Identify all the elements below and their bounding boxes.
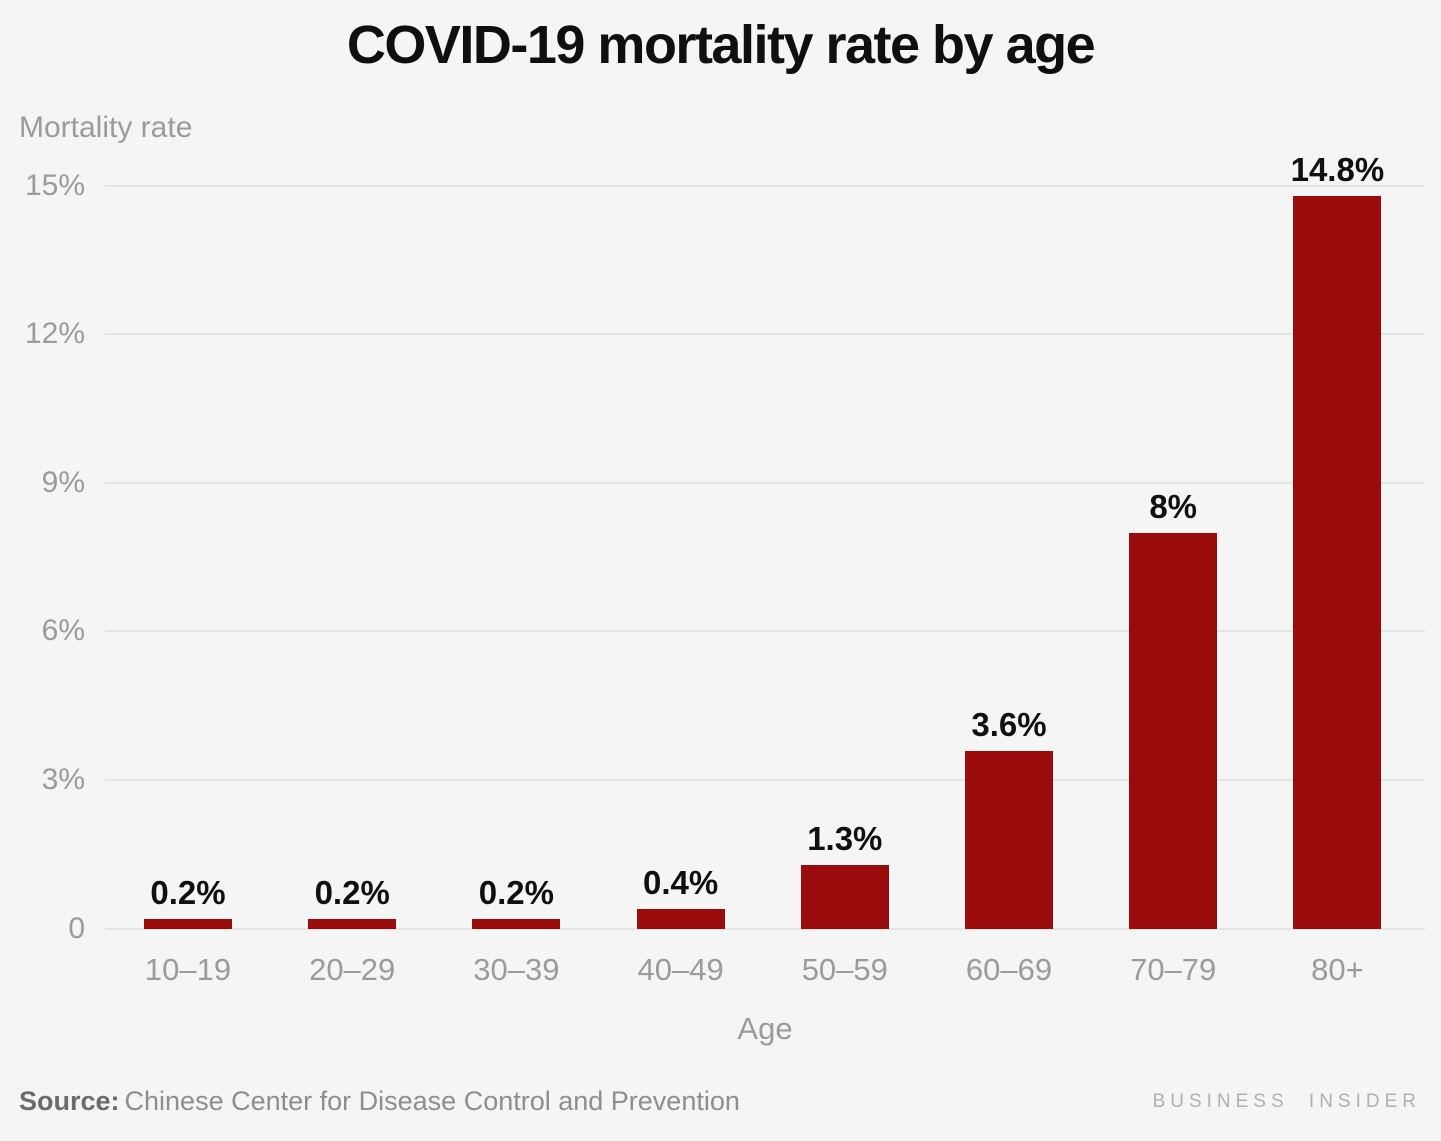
bar-value-label: 14.8% xyxy=(1290,150,1385,188)
gridline xyxy=(105,630,1425,633)
x-tick-label: 50–59 xyxy=(801,952,888,987)
y-tick-label: 0 xyxy=(68,911,85,945)
source-note: Source: Chinese Center for Disease Contro… xyxy=(19,1084,740,1118)
y-tick-label: 6% xyxy=(41,614,85,648)
x-tick-label: 40–49 xyxy=(637,952,724,987)
bar xyxy=(1293,196,1382,929)
gridline xyxy=(105,927,1425,930)
gridline xyxy=(105,333,1425,336)
bar xyxy=(472,919,561,929)
source-text: Chinese Center for Disease Control and P… xyxy=(124,1086,740,1116)
x-tick-label: 10–19 xyxy=(144,952,232,987)
source-prefix: Source: xyxy=(19,1086,120,1116)
bar-value-label: 8% xyxy=(1149,487,1198,525)
chart-title: COVID-19 mortality rate by age xyxy=(346,15,1096,75)
bar xyxy=(144,919,232,929)
x-axis-label: Age xyxy=(737,1011,793,1046)
bar-value-label: 0.2% xyxy=(314,873,390,911)
bar xyxy=(965,751,1053,929)
bar-value-label: 3.6% xyxy=(971,705,1047,743)
bar-value-label: 0.2% xyxy=(150,873,226,911)
gridline xyxy=(105,481,1425,484)
x-tick-label: 60–69 xyxy=(965,952,1053,987)
brand-logo: BUSINESS INSIDER xyxy=(1152,1091,1421,1112)
y-tick-label: 3% xyxy=(41,762,85,796)
x-tick-label: 30–39 xyxy=(473,952,560,987)
gridline xyxy=(105,184,1425,187)
bar-value-label: 0.2% xyxy=(478,873,554,911)
y-tick-label: 15% xyxy=(24,168,85,202)
y-tick-label: 9% xyxy=(41,465,85,499)
bar xyxy=(636,909,725,929)
x-tick-label: 70–79 xyxy=(1130,952,1217,987)
x-tick-label: 80+ xyxy=(1311,952,1364,987)
bar-value-label: 1.3% xyxy=(807,819,883,857)
gridline xyxy=(105,778,1425,781)
bar xyxy=(1129,533,1218,929)
y-tick-label: 12% xyxy=(24,317,85,351)
x-tick-label: 20–29 xyxy=(309,952,396,987)
y-axis-label: Mortality rate xyxy=(19,111,193,144)
bar xyxy=(800,865,889,929)
bar-value-label: 0.4% xyxy=(642,863,719,901)
bar xyxy=(308,919,397,929)
